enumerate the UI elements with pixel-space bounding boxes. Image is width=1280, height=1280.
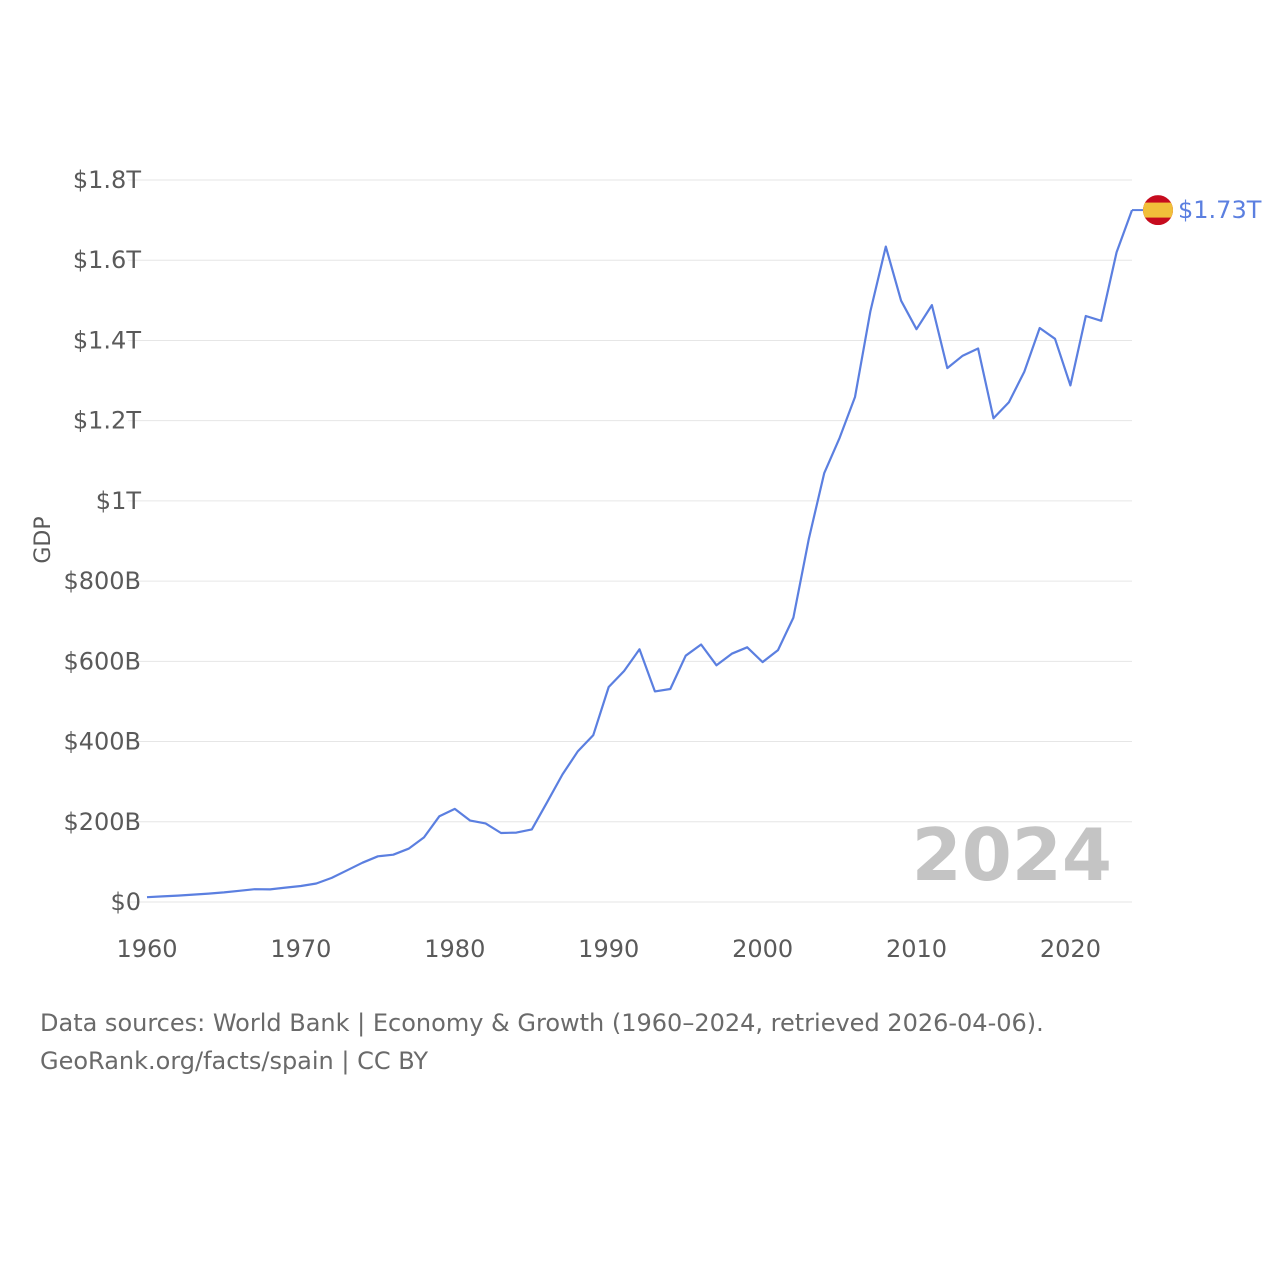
y-tick-label: $1.8T [73,166,141,194]
x-tick-label: 2010 [886,935,947,963]
x-tick-label: 1960 [116,935,177,963]
y-tick-label: $400B [63,728,141,756]
y-axis-label: GDP [31,516,56,563]
y-axis-ticks: $0 $200B $400B $600B $800B $1T $1.2T $1.4T $1.6T… [63,166,141,916]
spain-flag-icon [1143,195,1173,226]
footer: Data sources: World Bank | Economy & Gro… [40,1004,1044,1080]
series-line [146,209,1134,899]
x-tick-label: 1970 [270,935,331,963]
series-layer: $1.73T [146,195,1262,899]
y-tick-label: $800B [63,567,141,595]
grid-lines [128,179,1132,903]
y-tick-label: $0 [110,888,141,916]
y-tick-label: $200B [63,808,141,836]
y-tick-label: $1.2T [73,407,141,435]
y-tick-label: $1T [96,487,142,515]
y-tick-label: $1.4T [73,326,141,354]
x-tick-label: 1990 [578,935,639,963]
x-axis-ticks: 1960 1970 1980 1990 2000 2010 2020 [116,935,1101,963]
x-tick-label: 2000 [732,935,793,963]
y-tick-label: $600B [63,647,141,675]
x-tick-label: 2020 [1040,935,1101,963]
end-value-label: $1.73T [1178,196,1262,224]
attribution-link[interactable]: GeoRank.org/facts/spain | CC BY [40,1047,429,1075]
x-tick-label: 1980 [424,935,485,963]
y-tick-label: $1.6T [73,246,141,274]
data-sources-note: Data sources: World Bank | Economy & Gro… [40,1009,1044,1037]
year-watermark: 2024 [912,813,1112,897]
